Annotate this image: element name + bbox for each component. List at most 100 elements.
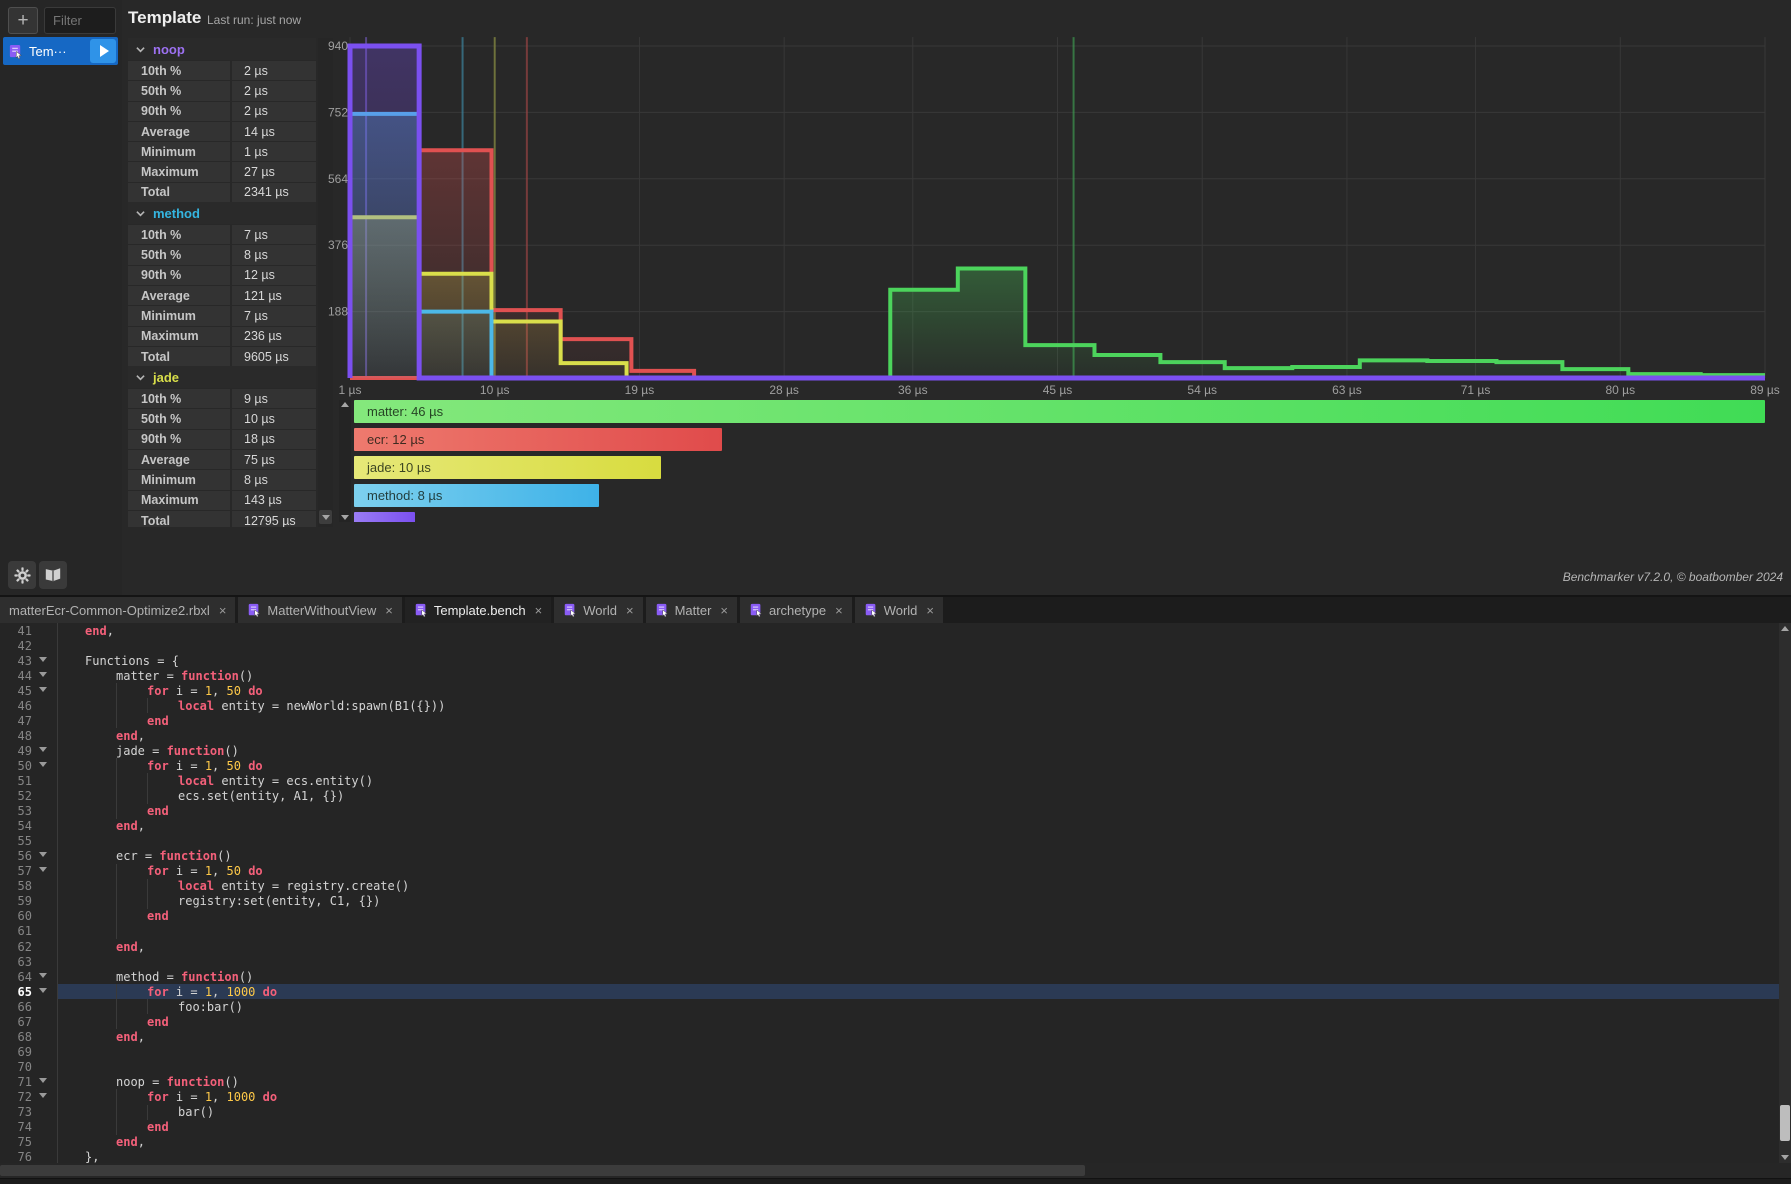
tab-matterecr-common-optimize2-rbxl[interactable]: matterEcr-Common-Optimize2.rbxl × <box>0 597 236 623</box>
status-bar <box>0 1178 1791 1184</box>
code-text: end <box>147 713 169 728</box>
close-icon[interactable]: × <box>835 602 843 618</box>
script-icon <box>750 603 762 617</box>
line-number[interactable]: 61 <box>17 924 32 939</box>
line-number[interactable]: 63 <box>17 954 32 969</box>
line-number[interactable]: 69 <box>17 1044 32 1059</box>
line-number[interactable]: 51 <box>17 773 32 788</box>
docs-button[interactable] <box>39 561 67 589</box>
tab-template-bench[interactable]: Template.bench × <box>404 597 552 623</box>
line-number[interactable]: 64 <box>17 969 32 984</box>
line-number[interactable]: 75 <box>17 1135 32 1150</box>
line-number[interactable]: 46 <box>17 698 32 713</box>
tab-label: World <box>583 602 617 618</box>
stats-panel[interactable]: noop 10th % 2 µs 50th % 2 µs 90th % 2 µs Ave… <box>128 38 316 527</box>
line-number[interactable]: 65 <box>17 984 32 999</box>
tab-archetype[interactable]: archetype × <box>740 597 852 623</box>
line-number[interactable]: 52 <box>17 789 32 804</box>
add-benchmark-button[interactable]: + <box>8 7 38 34</box>
stat-value: 75 µs <box>232 450 316 470</box>
indent-guide <box>116 984 117 1000</box>
stat-label: Average <box>128 285 230 306</box>
histogram-chart[interactable]: 188 376 564 752 940 1 µs 10 µs 19 µs 28 µs 36 µs 4… <box>0 0 1791 595</box>
line-number[interactable]: 74 <box>17 1120 32 1135</box>
line-number[interactable]: 42 <box>17 638 32 653</box>
run-benchmark-button[interactable] <box>90 39 116 63</box>
code-line-65: 65 for i = 1, 1000 do <box>0 984 1791 1000</box>
stat-label: 90th % <box>128 101 230 121</box>
series-fill-matter <box>350 268 1765 378</box>
legend-item-matter[interactable]: matter: 46 µs <box>354 400 1765 423</box>
tab-matter[interactable]: Matter × <box>645 597 737 623</box>
line-number[interactable]: 55 <box>17 834 32 849</box>
legend-item-jade[interactable]: jade: 10 µs <box>354 456 661 479</box>
code-line-75: 75 end, <box>0 1135 1791 1150</box>
tab-world[interactable]: World × <box>554 597 643 623</box>
code-text: local entity = ecs.entity() <box>178 773 374 788</box>
line-number[interactable]: 76 <box>17 1150 32 1165</box>
stats-section-header-jade[interactable]: jade <box>128 366 316 389</box>
legend-item-method[interactable]: method: 8 µs <box>354 484 600 507</box>
line-number[interactable]: 53 <box>17 804 32 819</box>
code-line-53: 53 end <box>0 803 1791 819</box>
code-line-41: 41 end, <box>0 623 1791 638</box>
stat-row-jade-Minimum: Minimum 8 µs <box>128 470 316 490</box>
scroll-up-button[interactable] <box>341 402 349 407</box>
tab-matterwithoutview[interactable]: MatterWithoutView × <box>238 597 402 623</box>
indent-guide <box>116 923 117 939</box>
scroll-down-button[interactable] <box>341 515 349 520</box>
line-number[interactable]: 70 <box>17 1059 32 1074</box>
close-icon[interactable]: × <box>218 602 227 618</box>
close-icon[interactable]: × <box>625 602 634 618</box>
line-number[interactable]: 49 <box>17 743 32 758</box>
x-tick-label: 45 µs <box>1043 383 1073 397</box>
line-number[interactable]: 43 <box>17 653 32 668</box>
stats-section-header-noop[interactable]: noop <box>128 38 316 60</box>
close-icon[interactable]: × <box>926 602 934 618</box>
line-number[interactable]: 60 <box>17 909 32 924</box>
script-icon <box>656 603 668 617</box>
line-number[interactable]: 45 <box>17 683 32 698</box>
legend-item-ecr[interactable]: ecr: 12 µs <box>354 428 723 451</box>
line-number[interactable]: 57 <box>17 864 32 879</box>
code-text: foo:bar() <box>178 999 244 1014</box>
close-icon[interactable]: × <box>385 602 393 618</box>
tab-world[interactable]: World × <box>854 597 943 623</box>
x-tick-label: 71 µs <box>1461 383 1491 397</box>
stat-value: 12795 µs <box>232 510 316 527</box>
benchmark-list-item[interactable]: Tem··· <box>3 37 118 65</box>
line-number[interactable]: 62 <box>17 939 32 954</box>
line-number[interactable]: 58 <box>17 879 32 894</box>
editor-vertical-scrollbar[interactable] <box>1779 623 1791 1163</box>
settings-button[interactable] <box>8 561 36 589</box>
bench-script-icon <box>9 44 22 59</box>
line-number[interactable]: 54 <box>17 819 32 834</box>
close-icon[interactable]: × <box>534 602 543 618</box>
line-number[interactable]: 48 <box>17 728 32 743</box>
legend-item-noop[interactable] <box>354 512 416 522</box>
stats-scrollbar[interactable] <box>318 38 333 527</box>
line-number[interactable]: 67 <box>17 1014 32 1029</box>
line-number[interactable]: 72 <box>17 1089 32 1104</box>
stat-value: 2 µs <box>232 81 316 101</box>
line-number[interactable]: 68 <box>17 1029 32 1044</box>
line-number[interactable]: 44 <box>17 668 32 683</box>
scroll-down-button[interactable] <box>319 510 332 524</box>
scrollbar-thumb[interactable] <box>0 1165 1085 1176</box>
line-number[interactable]: 71 <box>17 1074 32 1089</box>
editor-horizontal-scrollbar[interactable] <box>0 1163 1791 1178</box>
line-number[interactable]: 73 <box>17 1105 32 1120</box>
line-number[interactable]: 66 <box>17 999 32 1014</box>
line-number[interactable]: 41 <box>17 623 32 638</box>
code-editor[interactable]: 41 end, 42 43 Functions = {44 matter = functi… <box>0 623 1791 1165</box>
line-number[interactable]: 56 <box>17 849 32 864</box>
close-icon[interactable]: × <box>720 602 728 618</box>
legend-scrollbar[interactable] <box>339 400 351 522</box>
line-number[interactable]: 50 <box>17 758 32 773</box>
line-number[interactable]: 59 <box>17 894 32 909</box>
stats-section-header-method[interactable]: method <box>128 202 316 225</box>
version-credit: Benchmarker v7.2.0, © boatbomber 2024 <box>1562 570 1783 584</box>
line-number[interactable]: 47 <box>17 713 32 728</box>
filter-input[interactable] <box>44 7 116 34</box>
scrollbar-thumb[interactable] <box>1780 1105 1790 1141</box>
